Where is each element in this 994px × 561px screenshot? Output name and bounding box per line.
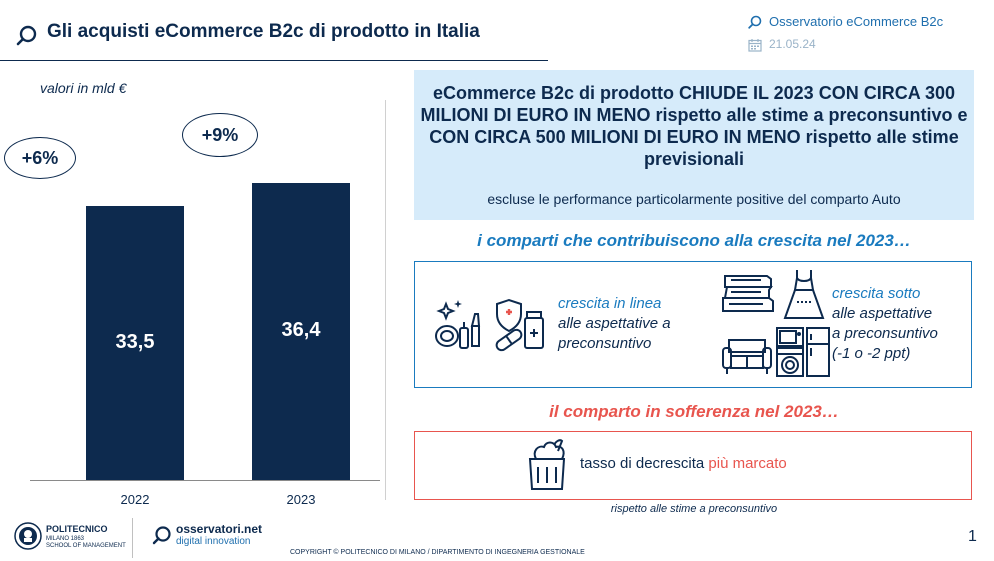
x-axis: [30, 480, 380, 481]
headline-note: escluse le performance particolarmente p…: [487, 191, 901, 207]
copyright: COPYRIGHT © POLITECNICO DI MILANO / DIPA…: [290, 549, 585, 556]
chart-units-label: valori in mld €: [40, 80, 127, 96]
grocery-bag-icon: [528, 439, 566, 490]
osservatori-logo-icon: [152, 526, 171, 545]
suffer-text-prefix: tasso di decrescita: [580, 455, 709, 472]
growth-below-line3: a preconsuntivo: [832, 325, 938, 342]
growth-below-text: crescita sotto alle aspettative a precon…: [832, 284, 938, 364]
polimi-sub: MILANO 1863 SCHOOL OF MANAGEMENT: [46, 536, 126, 550]
chart-divider: [385, 100, 386, 500]
osservatori-name: osservatori.net: [176, 522, 263, 536]
pharma-icon: [495, 298, 544, 352]
calendar-icon: [748, 39, 762, 52]
date-label: 21.05.24: [769, 37, 816, 51]
magnifier-icon: [748, 15, 762, 29]
bar-2022: [86, 206, 184, 480]
polimi-sub-line1: MILANO 1863: [46, 536, 85, 542]
headline-box: [414, 70, 974, 220]
books-icon: [722, 275, 774, 312]
growth-box: [414, 261, 972, 388]
headline-text: eCommerce B2c di prodotto CHIUDE IL 2023…: [420, 83, 968, 169]
suffer-footnote: rispetto alle stime a preconsuntivo: [610, 503, 778, 515]
suffer-box: [414, 431, 972, 500]
logo-separator: [132, 518, 133, 558]
magnifier-logo-icon: [16, 25, 37, 46]
bar-value-2023: 36,4: [281, 319, 321, 342]
growth-inline-line3: preconsuntivo: [558, 335, 652, 352]
growth-badge-2022: +6%: [4, 137, 76, 179]
growth-below-line4: (-1 o -2 ppt): [832, 345, 911, 362]
growth-below-line1: crescita sotto: [832, 285, 921, 302]
dress-icon: [783, 270, 825, 319]
appliances-icon: [776, 327, 830, 377]
x-tick-2022: 2022: [120, 492, 150, 507]
suffer-heading: il comparto in sofferenza nel 2023…: [549, 402, 839, 421]
cosmetics-icon: [435, 300, 481, 349]
osservatori-sub: digital innovation: [176, 536, 251, 547]
growth-inline-line1: crescita in linea: [558, 295, 662, 312]
growth-below-line2: alle aspettative: [832, 305, 933, 322]
sofa-icon: [722, 339, 772, 374]
growth-inline-line2: alle aspettative a: [558, 315, 671, 332]
bar-value-2022: 33,5: [115, 331, 155, 354]
page-title: Gli acquisti eCommerce B2c di prodotto i…: [47, 21, 480, 42]
title-underline: [0, 60, 548, 61]
bar-2023: [252, 182, 350, 480]
suffer-text-highlight: più marcato: [708, 455, 787, 472]
suffer-text: tasso di decrescita più marcato: [580, 455, 787, 472]
page-number: 1: [968, 528, 977, 545]
polimi-sub-line2: SCHOOL OF MANAGEMENT: [46, 543, 126, 549]
growth-inline-text: crescita in linea alle aspettative a pre…: [558, 294, 671, 354]
polimi-name: POLITECNICO: [46, 524, 108, 534]
x-tick-2023: 2023: [286, 492, 316, 507]
polimi-seal-icon: [14, 522, 42, 550]
growth-badge-2023: +9%: [182, 113, 258, 157]
source-label: Osservatorio eCommerce B2c: [769, 14, 944, 29]
growth-heading: i comparti che contribuiscono alla cresc…: [477, 231, 911, 250]
